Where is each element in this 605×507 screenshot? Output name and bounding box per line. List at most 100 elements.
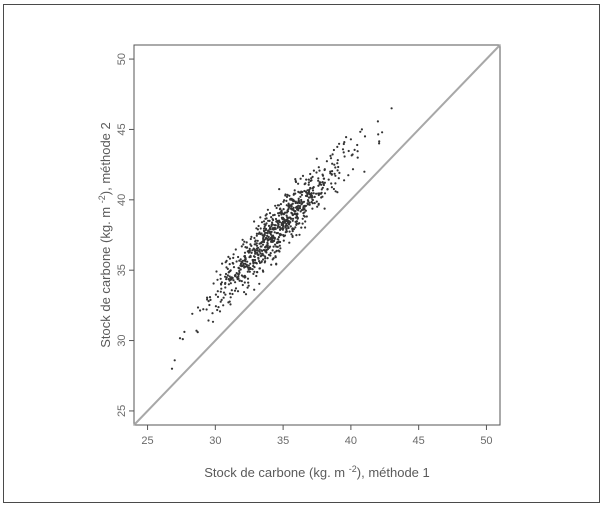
data-point [253, 270, 256, 273]
data-point [211, 312, 214, 315]
data-point [245, 246, 248, 249]
data-point [262, 229, 266, 232]
data-point [274, 243, 277, 246]
data-point [268, 238, 271, 241]
data-point [248, 249, 251, 252]
data-point [258, 250, 261, 253]
data-point [270, 216, 273, 219]
data-point [322, 177, 325, 180]
data-point [317, 203, 320, 206]
data-point [317, 179, 320, 182]
axis-title-exponent: -2 [97, 195, 107, 203]
data-point [244, 293, 248, 296]
data-point [214, 293, 217, 296]
data-point [331, 170, 334, 173]
data-point [282, 208, 285, 211]
data-point [250, 251, 253, 254]
data-point [295, 234, 298, 237]
data-point [301, 222, 304, 225]
data-point [273, 231, 276, 234]
data-point [274, 255, 277, 258]
data-point [271, 249, 274, 252]
data-point [330, 173, 333, 176]
data-point [230, 289, 233, 292]
data-point [299, 195, 302, 198]
data-point [224, 281, 227, 285]
data-point [277, 224, 280, 227]
data-point [293, 210, 296, 213]
data-point [284, 226, 287, 229]
data-point [310, 177, 313, 180]
data-point [330, 182, 333, 185]
data-point [268, 212, 272, 215]
data-point [216, 290, 219, 293]
data-point [300, 208, 304, 212]
reference-line-1-1 [133, 44, 501, 426]
data-point [286, 219, 289, 222]
data-point [262, 240, 266, 244]
data-point [315, 200, 318, 203]
data-point [252, 272, 255, 275]
data-point [219, 273, 222, 276]
data-point [276, 231, 279, 235]
data-point [251, 268, 254, 271]
data-point [220, 283, 223, 286]
data-point [317, 184, 320, 187]
data-point [307, 181, 310, 184]
data-point [208, 296, 212, 299]
data-point [235, 260, 238, 263]
data-point [238, 271, 241, 274]
data-point [347, 174, 350, 177]
data-point [253, 288, 256, 291]
data-point [338, 171, 341, 174]
data-point [254, 240, 257, 243]
data-point [320, 196, 323, 199]
data-point [267, 224, 271, 227]
data-point [294, 178, 297, 181]
data-point [202, 308, 205, 311]
data-point [316, 205, 319, 208]
data-point [333, 163, 336, 166]
data-point [300, 198, 303, 202]
data-point [215, 270, 218, 273]
data-point [287, 208, 290, 211]
data-point [219, 300, 222, 303]
data-point [249, 262, 252, 265]
data-point [351, 168, 355, 171]
data-point [183, 330, 186, 333]
data-point [267, 253, 271, 256]
data-point [329, 170, 332, 173]
y-tick-label: 45 [116, 123, 128, 135]
data-point [292, 206, 295, 209]
data-point [332, 187, 335, 191]
data-point [301, 190, 304, 194]
x-tick-label: 25 [141, 435, 153, 447]
data-point [334, 182, 337, 185]
data-point [266, 231, 269, 234]
data-point [264, 257, 267, 260]
data-point [232, 262, 235, 265]
data-point [237, 255, 240, 259]
data-point [178, 337, 182, 340]
axis-title-rest: ), méthode 1 [357, 465, 430, 480]
data-point [207, 300, 210, 303]
data-point [241, 264, 244, 268]
data-point [199, 309, 202, 312]
data-point [266, 208, 269, 211]
data-point [253, 220, 256, 223]
data-point [245, 263, 248, 266]
data-point [376, 120, 379, 123]
data-point [275, 206, 278, 210]
data-point [255, 242, 258, 245]
data-point [261, 249, 264, 252]
data-point [356, 150, 359, 153]
data-point [220, 298, 223, 301]
x-axis-title-main: Stock de carbone (kg. m [204, 465, 345, 480]
data-point [318, 192, 321, 195]
data-point [278, 208, 282, 211]
data-point [219, 290, 222, 293]
data-point [263, 234, 266, 237]
data-point [338, 142, 341, 145]
data-point [240, 280, 243, 283]
data-point [232, 266, 236, 269]
